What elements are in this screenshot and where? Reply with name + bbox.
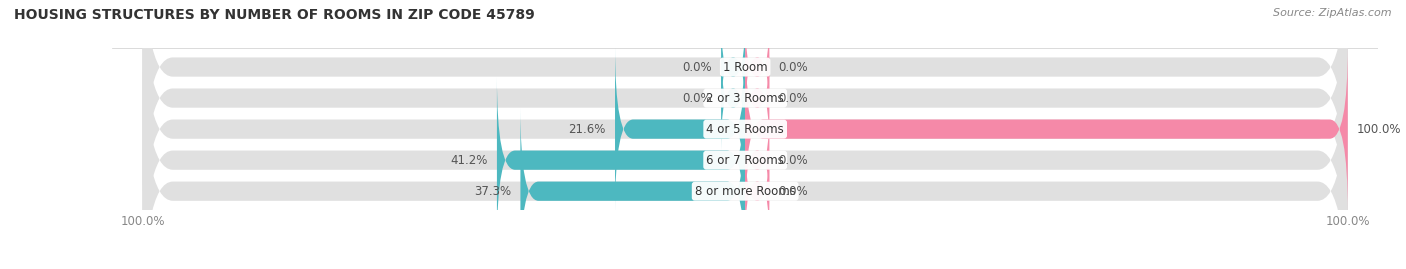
FancyBboxPatch shape — [614, 46, 745, 213]
FancyBboxPatch shape — [142, 0, 1348, 269]
Text: 0.0%: 0.0% — [779, 154, 808, 167]
Text: 8 or more Rooms: 8 or more Rooms — [695, 185, 796, 198]
Text: 4 or 5 Rooms: 4 or 5 Rooms — [706, 123, 785, 136]
FancyBboxPatch shape — [745, 15, 769, 119]
Text: 2 or 3 Rooms: 2 or 3 Rooms — [706, 91, 785, 105]
Text: 41.2%: 41.2% — [450, 154, 488, 167]
Text: 100.0%: 100.0% — [1357, 123, 1402, 136]
Text: 0.0%: 0.0% — [779, 61, 808, 73]
FancyBboxPatch shape — [496, 77, 745, 244]
FancyBboxPatch shape — [142, 0, 1348, 244]
FancyBboxPatch shape — [745, 139, 769, 244]
Text: 0.0%: 0.0% — [682, 61, 711, 73]
Text: 37.3%: 37.3% — [474, 185, 512, 198]
FancyBboxPatch shape — [745, 46, 769, 151]
FancyBboxPatch shape — [142, 0, 1348, 213]
Text: 0.0%: 0.0% — [779, 91, 808, 105]
FancyBboxPatch shape — [745, 108, 769, 213]
Text: 6 or 7 Rooms: 6 or 7 Rooms — [706, 154, 785, 167]
FancyBboxPatch shape — [745, 46, 1348, 213]
Text: 0.0%: 0.0% — [682, 91, 711, 105]
Text: 0.0%: 0.0% — [779, 185, 808, 198]
FancyBboxPatch shape — [142, 15, 1348, 269]
FancyBboxPatch shape — [721, 15, 745, 119]
FancyBboxPatch shape — [721, 46, 745, 151]
FancyBboxPatch shape — [142, 46, 1348, 269]
Text: Source: ZipAtlas.com: Source: ZipAtlas.com — [1274, 8, 1392, 18]
Text: HOUSING STRUCTURES BY NUMBER OF ROOMS IN ZIP CODE 45789: HOUSING STRUCTURES BY NUMBER OF ROOMS IN… — [14, 8, 534, 22]
Text: 1 Room: 1 Room — [723, 61, 768, 73]
FancyBboxPatch shape — [520, 108, 745, 269]
Text: 21.6%: 21.6% — [568, 123, 606, 136]
